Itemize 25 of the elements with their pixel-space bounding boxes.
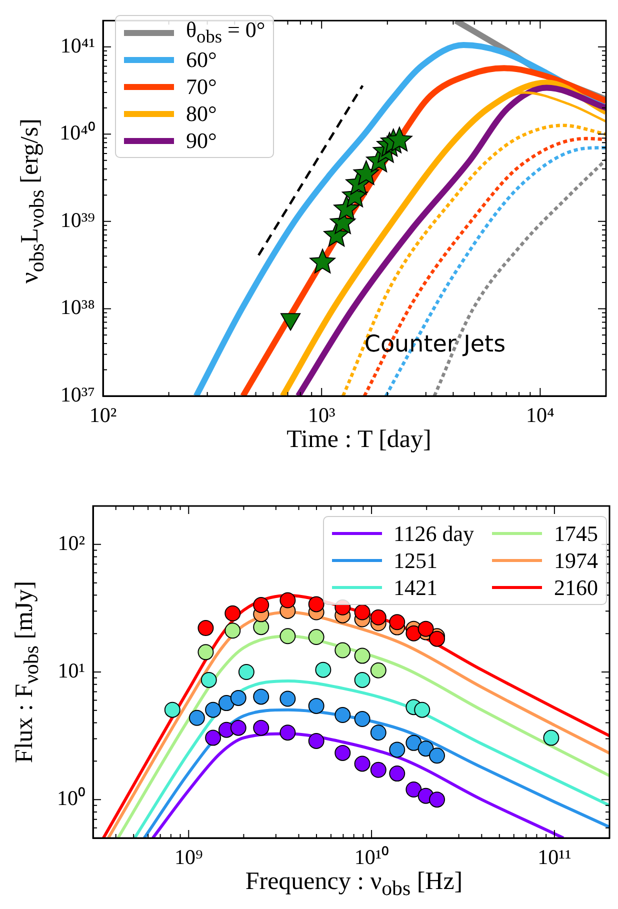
y-tick-label: 10² bbox=[58, 530, 85, 555]
y-tick-label: 10⁴⁰ bbox=[60, 120, 95, 145]
legend-label: 2160 bbox=[554, 574, 598, 600]
x-tick-label: 10⁹ bbox=[174, 845, 203, 870]
y-tick-label: 10³⁸ bbox=[60, 295, 95, 320]
legend-label: θ$_{obs}$ = 0° bbox=[186, 17, 266, 48]
legend-label: 1974 bbox=[554, 548, 598, 574]
y-tick-label: 10⁰ bbox=[57, 786, 85, 810]
legend-label: 90° bbox=[186, 128, 217, 154]
x-tick-label: 10³ bbox=[308, 403, 336, 428]
y-tick-label: 10⁴¹ bbox=[60, 33, 95, 58]
legend-label: 60° bbox=[186, 46, 217, 72]
legend-label: 1126 day bbox=[394, 520, 474, 546]
y-tick-label: 10¹ bbox=[58, 658, 85, 683]
y-tick-label: 10³⁹ bbox=[60, 208, 95, 232]
x-axis-title: Frequency : ν$_{obs}$ [Hz] bbox=[244, 868, 464, 901]
x-tick-label: 10¹¹ bbox=[538, 845, 572, 870]
legend-label: 1251 bbox=[394, 548, 438, 574]
legend-label: 1745 bbox=[554, 520, 598, 546]
x-tick-label: 10¹⁰ bbox=[354, 845, 389, 870]
x-axis-title: Time : T [day] bbox=[286, 426, 432, 454]
legend-label: 1421 bbox=[394, 574, 438, 600]
legend-label: 80° bbox=[186, 100, 217, 126]
legend-label: 70° bbox=[186, 74, 217, 100]
x-tick-label: 10⁴ bbox=[526, 403, 554, 428]
